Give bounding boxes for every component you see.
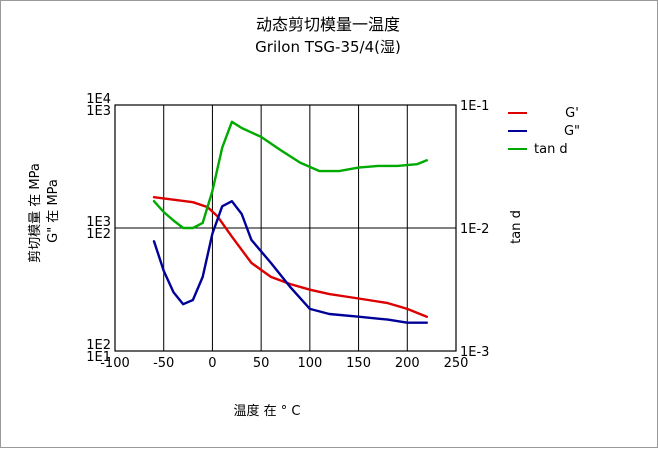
x-tick-label: 150 [346,356,371,371]
x-tick-label: -50 [153,356,174,371]
series-line-2 [152,199,428,324]
chart-grid [115,105,456,351]
tick-labels: -100 -50 0 50 100 150 200 2501E41E31E21E31E21E1… [86,92,489,371]
y-tick-label-right: 1E-1 [460,99,489,114]
series-layer [152,120,428,324]
y-axis-label-right: tan d [509,210,524,244]
legend-label: G' [565,106,579,121]
chart-subtitle: Grilon TSG-35/4(湿) [255,38,401,56]
series-line-1 [152,195,428,318]
x-tick-label: -100 [100,356,130,371]
x-tick-label: 200 [395,356,420,371]
y-tick-label-left: 1E3 [86,215,111,230]
y-tick-label-left-inner: 1E1 [86,350,111,365]
legend-label: tan d [534,142,568,157]
x-tick-label: 250 [444,356,469,371]
chart-title: 动态剪切模量一温度 [256,15,400,34]
y-axis-label-left: 剪切模量 在 MPa [27,163,43,263]
x-tick-label: 50 [253,356,270,371]
y-tick-label-right: 1E-2 [460,222,489,237]
plot-area [114,104,457,352]
y-tick-label-left: 1E4 [86,92,111,107]
y-tick-label-left-inner: 1E2 [86,227,111,242]
legend-label: G" [564,124,580,139]
y-tick-label-right: 1E-3 [460,345,489,360]
series-line-3 [152,120,428,230]
legend: G' G" tan d [508,106,580,157]
y-tick-label-left-inner: 1E3 [86,104,111,119]
y-tick-label-left: 1E2 [86,338,111,353]
x-tick-label: 0 [208,356,216,371]
x-tick-label: 100 [297,356,322,371]
y-axis-label-left-2: G" 在 MPa [46,179,61,243]
x-axis-label: 温度 在 ° C [234,403,301,419]
